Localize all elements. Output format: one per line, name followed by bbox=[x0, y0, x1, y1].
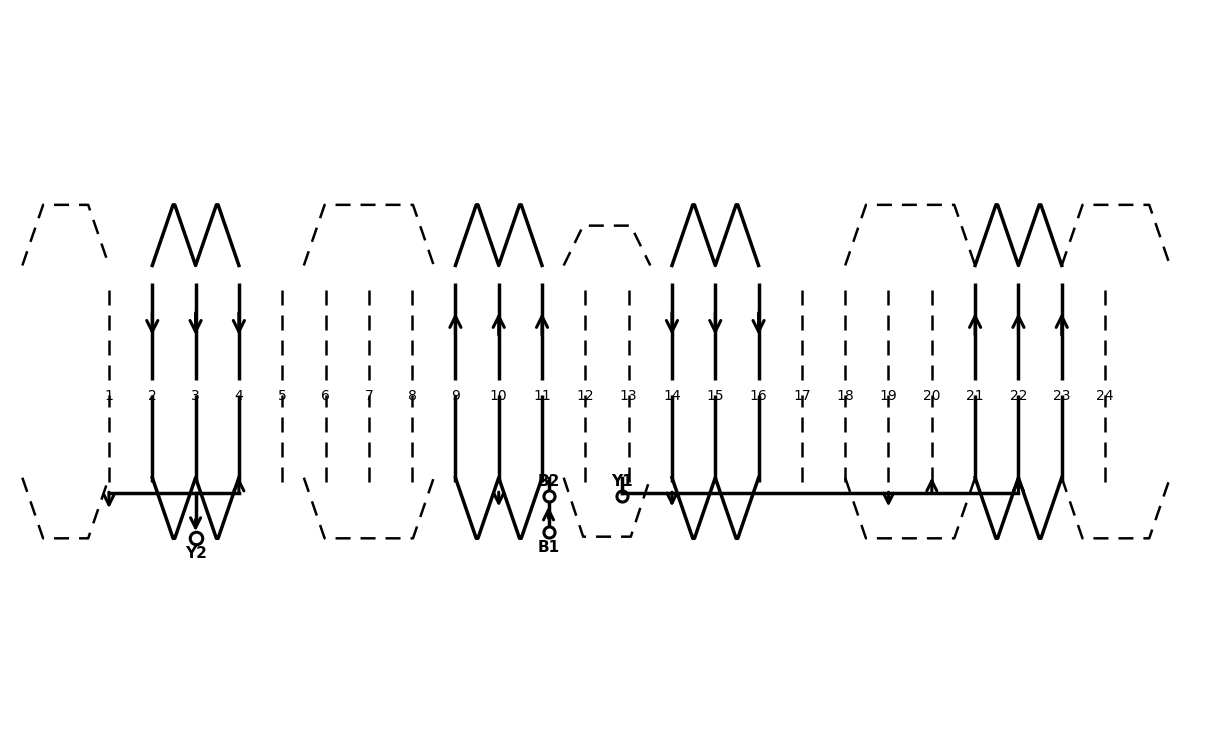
Text: 1: 1 bbox=[104, 389, 113, 403]
Text: 9: 9 bbox=[450, 389, 460, 403]
Text: 23: 23 bbox=[1053, 389, 1071, 403]
Text: 16: 16 bbox=[750, 389, 767, 403]
Text: 19: 19 bbox=[880, 389, 897, 403]
Text: 14: 14 bbox=[663, 389, 681, 403]
Text: 4: 4 bbox=[234, 389, 243, 403]
Text: 17: 17 bbox=[793, 389, 811, 403]
Text: B1: B1 bbox=[538, 539, 560, 554]
Text: 15: 15 bbox=[707, 389, 724, 403]
Text: 8: 8 bbox=[408, 389, 416, 403]
Text: 24: 24 bbox=[1096, 389, 1113, 403]
Text: 5: 5 bbox=[278, 389, 287, 403]
Text: 3: 3 bbox=[191, 389, 200, 403]
Text: Y2: Y2 bbox=[185, 546, 206, 561]
Text: 18: 18 bbox=[836, 389, 855, 403]
Text: 22: 22 bbox=[1010, 389, 1027, 403]
Text: 20: 20 bbox=[923, 389, 941, 403]
Text: 21: 21 bbox=[966, 389, 983, 403]
Text: 7: 7 bbox=[364, 389, 373, 403]
Text: 2: 2 bbox=[148, 389, 157, 403]
Text: 12: 12 bbox=[577, 389, 594, 403]
Text: 10: 10 bbox=[490, 389, 507, 403]
Text: Y1: Y1 bbox=[612, 473, 632, 488]
Text: B2: B2 bbox=[538, 473, 560, 488]
Text: 11: 11 bbox=[533, 389, 551, 403]
Text: 6: 6 bbox=[320, 389, 330, 403]
Text: 13: 13 bbox=[620, 389, 637, 403]
